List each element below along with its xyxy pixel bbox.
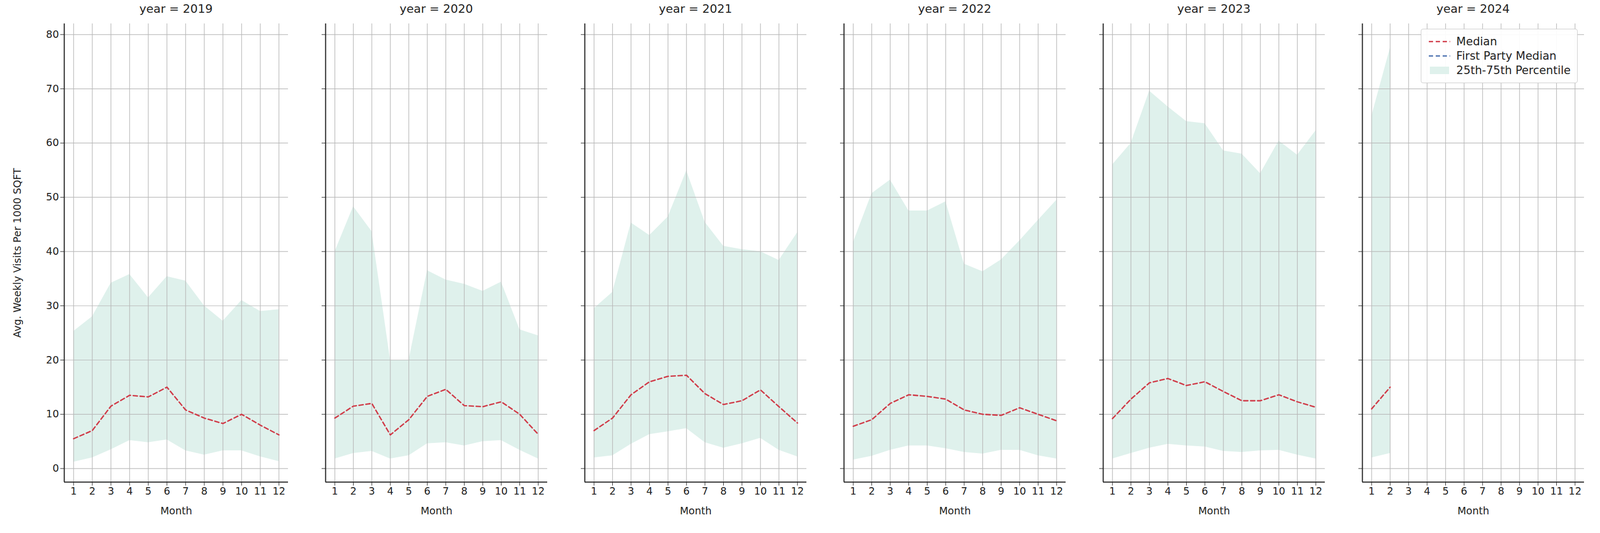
svg-text:9: 9: [219, 485, 227, 498]
svg-text:8: 8: [720, 485, 727, 498]
svg-text:6: 6: [1460, 485, 1468, 498]
html-text:year = 2022: year = 2022: [918, 2, 992, 16]
svg-text:1: 1: [850, 485, 857, 498]
svg-text:1: 1: [1109, 485, 1116, 498]
svg-text:60: 60: [45, 136, 59, 149]
svg-text:10: 10: [1272, 485, 1286, 498]
html-text:Median: Median: [1456, 35, 1498, 48]
svg-text:2: 2: [349, 485, 357, 498]
svg-text:8: 8: [1238, 485, 1245, 498]
svg-text:8: 8: [1497, 485, 1504, 498]
svg-text:3: 3: [1405, 485, 1412, 498]
svg-text:3: 3: [107, 485, 115, 498]
html-text:year = 2024: year = 2024: [1436, 2, 1510, 16]
svg-text:1: 1: [1368, 485, 1375, 498]
svg-text:5: 5: [1182, 485, 1190, 498]
svg-text:4: 4: [646, 485, 653, 498]
svg-text:11: 11: [1290, 485, 1304, 498]
svg-text:5: 5: [405, 485, 412, 498]
svg-text:7: 7: [1479, 485, 1486, 498]
svg-text:12: 12: [1309, 485, 1323, 498]
svg-text:Month: Month: [680, 505, 712, 517]
svg-text:9: 9: [997, 485, 1005, 498]
html-text:year = 2020: year = 2020: [399, 2, 473, 16]
svg-text:50: 50: [45, 190, 59, 203]
svg-text:12: 12: [272, 485, 286, 498]
svg-text:12: 12: [531, 485, 545, 498]
svg-text:6: 6: [424, 485, 431, 498]
svg-text:9: 9: [479, 485, 486, 498]
svg-text:2: 2: [609, 485, 616, 498]
svg-text:7: 7: [961, 485, 968, 498]
svg-text:2: 2: [89, 485, 96, 498]
svg-text:0: 0: [52, 462, 59, 475]
svg-text:6: 6: [942, 485, 949, 498]
svg-text:12: 12: [1568, 485, 1582, 498]
svg-text:11: 11: [253, 485, 267, 498]
svg-text:10: 10: [1531, 485, 1545, 498]
svg-text:40: 40: [45, 245, 59, 258]
svg-text:8: 8: [979, 485, 986, 498]
svg-text:Month: Month: [939, 505, 972, 517]
svg-text:5: 5: [145, 485, 152, 498]
svg-text:4: 4: [905, 485, 912, 498]
svg-text:11: 11: [513, 485, 526, 498]
svg-text:9: 9: [738, 485, 746, 498]
svg-text:Month: Month: [1198, 505, 1231, 517]
svg-text:10: 10: [235, 485, 248, 498]
svg-text:Avg. Weekly Visits Per 1000 SQ: Avg. Weekly Visits Per 1000 SQFT: [11, 168, 23, 339]
svg-text:Month: Month: [420, 505, 453, 517]
svg-text:7: 7: [182, 485, 189, 498]
svg-text:11: 11: [1031, 485, 1045, 498]
svg-text:10: 10: [494, 485, 508, 498]
svg-text:2: 2: [1386, 485, 1394, 498]
svg-text:12: 12: [790, 485, 804, 498]
svg-text:11: 11: [772, 485, 786, 498]
svg-text:10: 10: [1013, 485, 1027, 498]
svg-text:3: 3: [627, 485, 635, 498]
svg-text:20: 20: [45, 354, 59, 366]
svg-text:6: 6: [1201, 485, 1208, 498]
svg-text:1: 1: [590, 485, 598, 498]
svg-text:70: 70: [45, 82, 59, 95]
svg-text:6: 6: [163, 485, 171, 498]
svg-text:5: 5: [923, 485, 931, 498]
svg-text:9: 9: [1257, 485, 1264, 498]
svg-text:4: 4: [1424, 485, 1431, 498]
svg-text:6: 6: [683, 485, 690, 498]
svg-text:12: 12: [1050, 485, 1063, 498]
svg-text:4: 4: [1164, 485, 1172, 498]
svg-text:30: 30: [45, 299, 59, 312]
svg-text:3: 3: [886, 485, 894, 498]
svg-text:8: 8: [460, 485, 468, 498]
svg-text:7: 7: [1220, 485, 1227, 498]
svg-text:8: 8: [201, 485, 208, 498]
svg-text:9: 9: [1516, 485, 1523, 498]
html-text:year = 2023: year = 2023: [1177, 2, 1251, 16]
html-text:First Party Median: First Party Median: [1456, 49, 1557, 63]
svg-text:4: 4: [387, 485, 394, 498]
svg-text:1: 1: [331, 485, 339, 498]
svg-text:5: 5: [1442, 485, 1449, 498]
svg-text:4: 4: [126, 485, 133, 498]
svg-text:7: 7: [701, 485, 709, 498]
html-text:year = 2019: year = 2019: [139, 2, 213, 16]
svg-text:Month: Month: [1457, 505, 1490, 517]
svg-text:2: 2: [868, 485, 875, 498]
svg-text:3: 3: [1146, 485, 1153, 498]
svg-text:3: 3: [368, 485, 375, 498]
svg-text:10: 10: [754, 485, 767, 498]
html-text:year = 2021: year = 2021: [658, 2, 733, 16]
svg-text:11: 11: [1549, 485, 1563, 498]
svg-text:2: 2: [1127, 485, 1134, 498]
svg-text:80: 80: [45, 28, 59, 40]
html-text:25th-75th Percentile: 25th-75th Percentile: [1456, 64, 1571, 77]
svg-text:7: 7: [442, 485, 450, 498]
svg-text:Month: Month: [160, 505, 193, 517]
svg-text:5: 5: [664, 485, 671, 498]
svg-text:1: 1: [70, 485, 77, 498]
svg-text:10: 10: [45, 408, 59, 420]
